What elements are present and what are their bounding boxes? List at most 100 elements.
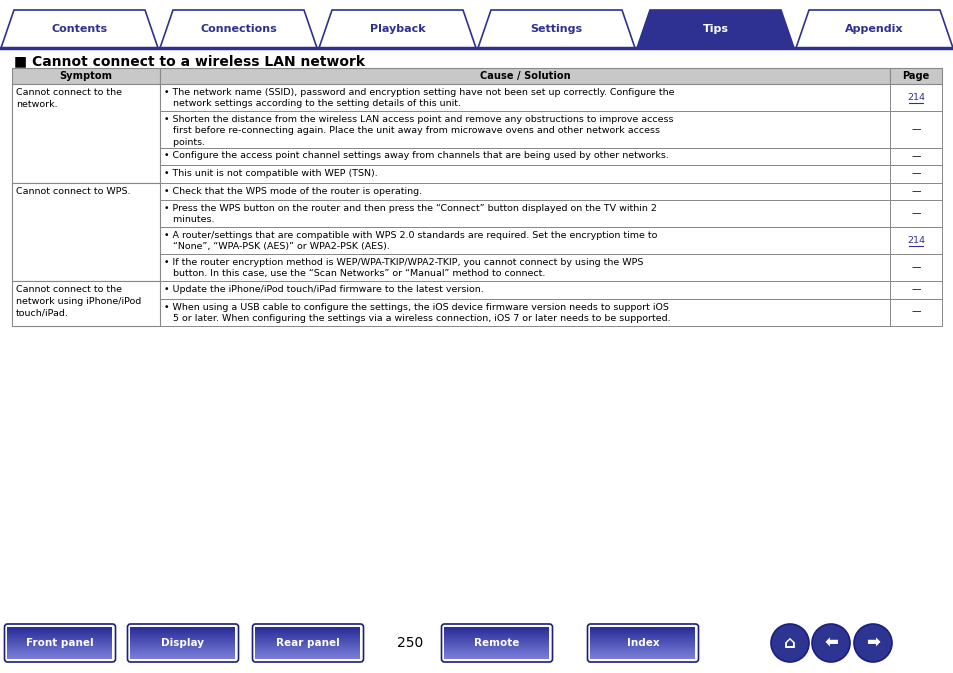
Bar <box>160 182 889 200</box>
Bar <box>590 639 695 640</box>
Bar <box>8 644 112 645</box>
Bar <box>590 647 695 648</box>
Bar <box>255 642 360 643</box>
Text: Cannot connect to the
network using iPhone/iPod
touch/iPad.: Cannot connect to the network using iPho… <box>16 285 141 318</box>
Bar <box>590 634 695 635</box>
Bar <box>444 658 549 659</box>
Bar <box>889 227 941 254</box>
Bar <box>255 647 360 648</box>
Bar <box>255 628 360 629</box>
Bar <box>444 646 549 647</box>
Bar <box>131 634 235 635</box>
Text: • Update the iPhone/iPod touch/iPad firmware to the latest version.: • Update the iPhone/iPod touch/iPad firm… <box>164 285 483 294</box>
Bar <box>444 651 549 653</box>
Bar <box>8 651 112 652</box>
Bar <box>255 627 360 628</box>
Text: ➡: ➡ <box>865 634 879 652</box>
Bar <box>590 646 695 647</box>
Bar <box>131 653 235 655</box>
Bar <box>255 653 360 655</box>
Bar <box>255 635 360 636</box>
Bar <box>131 635 235 636</box>
Bar <box>444 650 549 651</box>
Text: Front panel: Front panel <box>26 638 93 648</box>
Bar <box>444 649 549 650</box>
Bar <box>131 644 235 645</box>
Text: —: — <box>910 263 920 272</box>
Bar <box>444 635 549 636</box>
Text: ■ Cannot connect to a wireless LAN network: ■ Cannot connect to a wireless LAN netwo… <box>14 54 365 68</box>
Bar <box>131 653 235 654</box>
Bar <box>131 656 235 657</box>
Bar <box>131 649 235 650</box>
Bar <box>8 649 112 650</box>
Bar <box>255 656 360 657</box>
Bar <box>8 636 112 637</box>
Polygon shape <box>318 10 476 48</box>
Bar <box>12 254 160 281</box>
Bar <box>12 227 160 254</box>
Text: Connections: Connections <box>200 24 276 34</box>
Text: Cause / Solution: Cause / Solution <box>479 71 570 81</box>
Bar <box>590 650 695 651</box>
Bar <box>255 645 360 646</box>
Bar <box>590 628 695 629</box>
Bar <box>131 651 235 652</box>
Polygon shape <box>160 10 316 48</box>
Text: • The network name (SSID), password and encryption setting have not been set up : • The network name (SSID), password and … <box>164 88 674 108</box>
Bar <box>8 656 112 657</box>
Bar <box>131 655 235 656</box>
Bar <box>590 657 695 658</box>
Bar <box>444 637 549 638</box>
Bar <box>8 633 112 634</box>
Bar <box>131 637 235 638</box>
Text: 214: 214 <box>906 236 924 245</box>
Bar <box>8 642 112 643</box>
Bar <box>889 254 941 281</box>
Bar <box>590 644 695 645</box>
Text: Settings: Settings <box>530 24 582 34</box>
Bar <box>590 640 695 641</box>
Text: Remote: Remote <box>474 638 519 648</box>
Bar <box>8 645 112 646</box>
Bar <box>590 632 695 633</box>
Bar <box>255 639 360 640</box>
Bar <box>160 200 889 227</box>
Bar <box>131 633 235 634</box>
Bar <box>8 637 112 638</box>
Bar <box>160 281 889 299</box>
Bar <box>444 633 549 634</box>
Bar <box>590 642 695 643</box>
Bar <box>12 84 160 111</box>
Bar <box>255 634 360 635</box>
Text: —: — <box>910 308 920 316</box>
Bar <box>12 281 160 326</box>
Bar <box>160 68 889 84</box>
Bar <box>8 630 112 631</box>
Text: 250: 250 <box>396 636 423 650</box>
Polygon shape <box>1 10 158 48</box>
Text: • When using a USB cable to configure the settings, the iOS device firmware vers: • When using a USB cable to configure th… <box>164 302 670 323</box>
Bar <box>590 649 695 650</box>
Bar <box>590 648 695 649</box>
Text: Display: Display <box>161 638 204 648</box>
Bar <box>131 642 235 643</box>
Bar <box>131 629 235 630</box>
Bar <box>12 147 160 165</box>
Bar <box>590 633 695 634</box>
Bar <box>590 629 695 630</box>
Bar <box>8 641 112 642</box>
Bar <box>444 639 549 640</box>
Bar <box>255 657 360 658</box>
Bar <box>444 631 549 632</box>
Bar <box>131 639 235 640</box>
Bar <box>255 629 360 630</box>
Bar <box>590 643 695 644</box>
Text: • Check that the WPS mode of the router is operating.: • Check that the WPS mode of the router … <box>164 186 421 195</box>
Bar <box>131 646 235 647</box>
Bar <box>12 165 160 182</box>
Bar <box>8 653 112 655</box>
Bar <box>160 299 889 326</box>
Text: Rear panel: Rear panel <box>275 638 339 648</box>
Circle shape <box>811 624 849 662</box>
